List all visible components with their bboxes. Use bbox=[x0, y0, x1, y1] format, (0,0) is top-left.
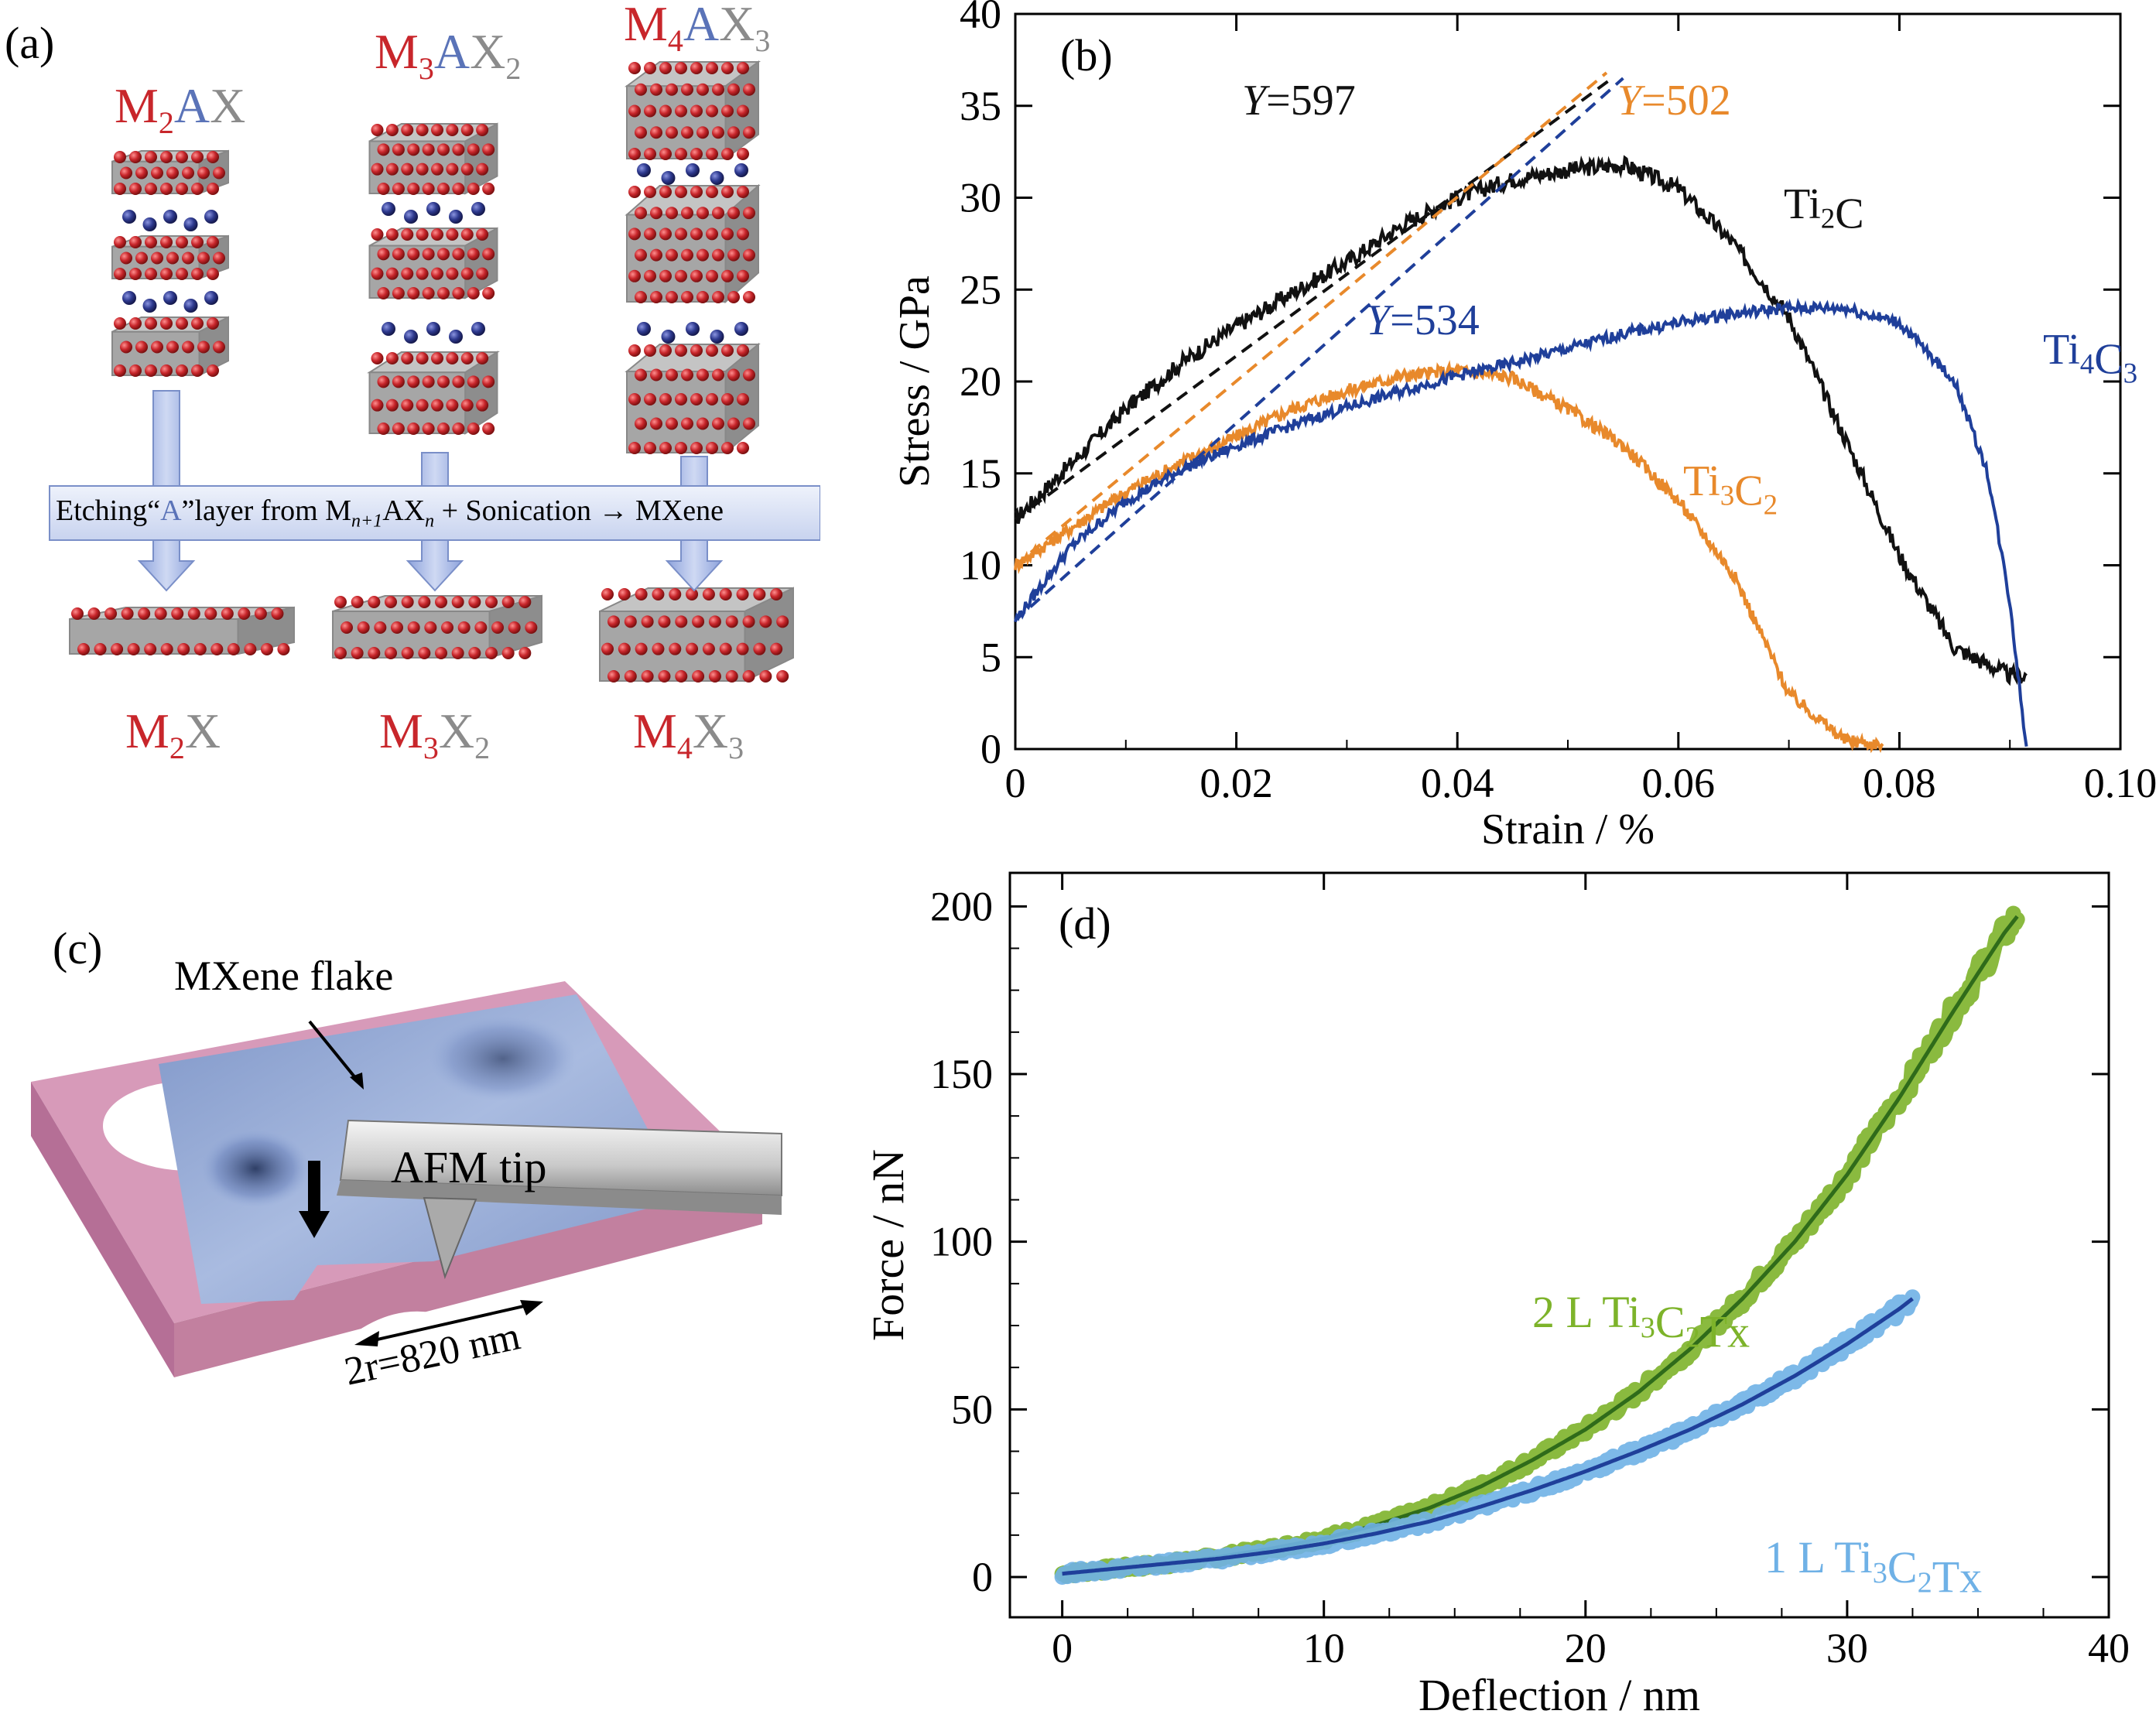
annotation-ti4c3: Ti4C3 bbox=[2043, 326, 2137, 389]
y-tick-label: 35 bbox=[960, 83, 1001, 129]
mxene-flake-label: MXene flake bbox=[174, 953, 394, 999]
series-line-ti2c bbox=[1014, 155, 2028, 686]
annotation-1l: 1 L Ti3C2Tx bbox=[1764, 1532, 1982, 1603]
panel-d: 0 10 20 30 40 0 50 100 150 200 Deflection / nm Forc… bbox=[851, 867, 2156, 1714]
mxene-formula-1: M2X bbox=[125, 703, 221, 765]
panel-c-label: (c) bbox=[53, 923, 103, 973]
m3ax2-a-atoms bbox=[382, 202, 485, 224]
max-phase-formula-1: M2AX bbox=[115, 78, 246, 140]
m3ax2-layer bbox=[367, 351, 500, 435]
annotation-ti2c: Ti2C bbox=[1784, 180, 1864, 238]
m4ax3-layer bbox=[625, 183, 761, 304]
y-tick-label: 200 bbox=[930, 883, 993, 929]
fit-curve-1l bbox=[1062, 1297, 1914, 1576]
mxene-formula-3: M4X3 bbox=[633, 703, 744, 765]
x-tick-label: 0.10 bbox=[2084, 760, 2156, 806]
fit-curve-2l bbox=[1062, 915, 2019, 1576]
y-tick-label: 30 bbox=[960, 175, 1001, 221]
m3ax2-layer bbox=[368, 122, 498, 195]
panel-a: (a) M2AX M3AX2 M4AX3 bbox=[0, 0, 820, 789]
x-tick-label: 0.04 bbox=[1421, 760, 1494, 806]
x-axis-label: Deflection / nm bbox=[1419, 1670, 1700, 1714]
x-tick-label: 0.08 bbox=[1863, 760, 1936, 806]
m2ax-a-atoms bbox=[122, 210, 218, 231]
y-tick-label: 0 bbox=[980, 726, 1001, 772]
max-phase-formula-2: M3AX2 bbox=[375, 24, 522, 86]
x-tick-label: 30 bbox=[1826, 1625, 1868, 1671]
m4ax3-layer bbox=[624, 60, 761, 160]
x-tick-label: 20 bbox=[1565, 1625, 1607, 1671]
m3ax2-a-atoms bbox=[382, 322, 485, 344]
y-tick-label: 50 bbox=[951, 1386, 993, 1432]
y-tick-label: 100 bbox=[930, 1219, 993, 1265]
x-tick-label: 0.06 bbox=[1642, 760, 1716, 806]
m4x3-sheet bbox=[599, 587, 794, 683]
modulus-fit-line bbox=[1014, 71, 1608, 567]
y-tick-label: 10 bbox=[960, 542, 1001, 589]
m3ax2-layer bbox=[368, 227, 498, 299]
y-tick-label: 15 bbox=[960, 450, 1001, 497]
max-phase-formula-3: M4AX3 bbox=[624, 0, 771, 58]
y-tick-label: 0 bbox=[972, 1554, 993, 1600]
plot-frame bbox=[1008, 871, 2110, 1619]
y-tick-label: 25 bbox=[960, 266, 1001, 313]
mxene-formula-2: M3X2 bbox=[379, 703, 491, 765]
m2x-sheet bbox=[69, 606, 295, 655]
m2ax-a-atoms bbox=[122, 291, 218, 313]
m2ax-layer bbox=[111, 234, 229, 280]
modulus-fit-line bbox=[1014, 77, 1614, 521]
force-deflection-chart: 0 10 20 30 40 0 50 100 150 200 Deflection / nm Forc… bbox=[863, 871, 2130, 1714]
panel-b: 0 0.02 0.04 0.06 0.08 0.10 0 5 10 15 20 25 30 35 40 Str… bbox=[851, 0, 2156, 867]
x-tick-label: 0 bbox=[1052, 1625, 1073, 1671]
x-tick-label: 0.02 bbox=[1199, 760, 1273, 806]
process-description: Etching“A”layer from Mn+1AXn + Sonicatio… bbox=[56, 494, 724, 532]
afm-tip-cone bbox=[423, 1196, 477, 1280]
annotation-ti3c2: Ti3C2 bbox=[1683, 457, 1778, 521]
m2ax-layer bbox=[111, 316, 229, 377]
panel-a-label: (a) bbox=[5, 18, 55, 68]
x-tick-label: 0 bbox=[1005, 760, 1026, 806]
x-axis-label: Strain / % bbox=[1481, 806, 1655, 854]
annotation-y-534: Y=534 bbox=[1366, 296, 1480, 344]
y-axis-label: Stress / GPa bbox=[891, 275, 939, 488]
stress-strain-chart: 0 0.02 0.04 0.06 0.08 0.10 0 5 10 15 20 25 30 35 40 Str… bbox=[891, 0, 2156, 854]
panel-b-label: (b) bbox=[1060, 30, 1113, 80]
x-tick-label: 10 bbox=[1303, 1625, 1345, 1671]
m4ax3-a-atoms bbox=[637, 163, 748, 185]
m2ax-layer bbox=[111, 149, 229, 195]
m4ax3-a-atoms bbox=[637, 322, 748, 344]
y-tick-label: 5 bbox=[980, 634, 1001, 680]
x-tick-label: 40 bbox=[2088, 1625, 2130, 1671]
m3x2-sheet bbox=[332, 594, 542, 659]
y-tick-label: 40 bbox=[960, 0, 1001, 37]
annotation-y-597: Y=597 bbox=[1242, 77, 1356, 125]
crystal-structures-illustration bbox=[49, 60, 820, 683]
modulus-fit-line bbox=[1014, 77, 1624, 622]
y-axis-label: Force / nN bbox=[863, 1149, 913, 1341]
afm-indentation-schematic bbox=[31, 981, 782, 1377]
process-bar bbox=[49, 485, 820, 541]
annotation-y-502: Y=502 bbox=[1617, 77, 1731, 125]
y-tick-label: 150 bbox=[930, 1051, 993, 1097]
panel-c: (c) bbox=[0, 874, 836, 1432]
y-tick-label: 20 bbox=[960, 358, 1001, 405]
series-line-ti3c2 bbox=[1014, 360, 1884, 754]
annotation-2l: 2 L Ti3C2Tx bbox=[1532, 1287, 1750, 1357]
m4ax3-layer bbox=[625, 342, 761, 455]
panel-d-label: (d) bbox=[1059, 898, 1111, 949]
afm-tip-label: AFM tip bbox=[391, 1142, 547, 1192]
